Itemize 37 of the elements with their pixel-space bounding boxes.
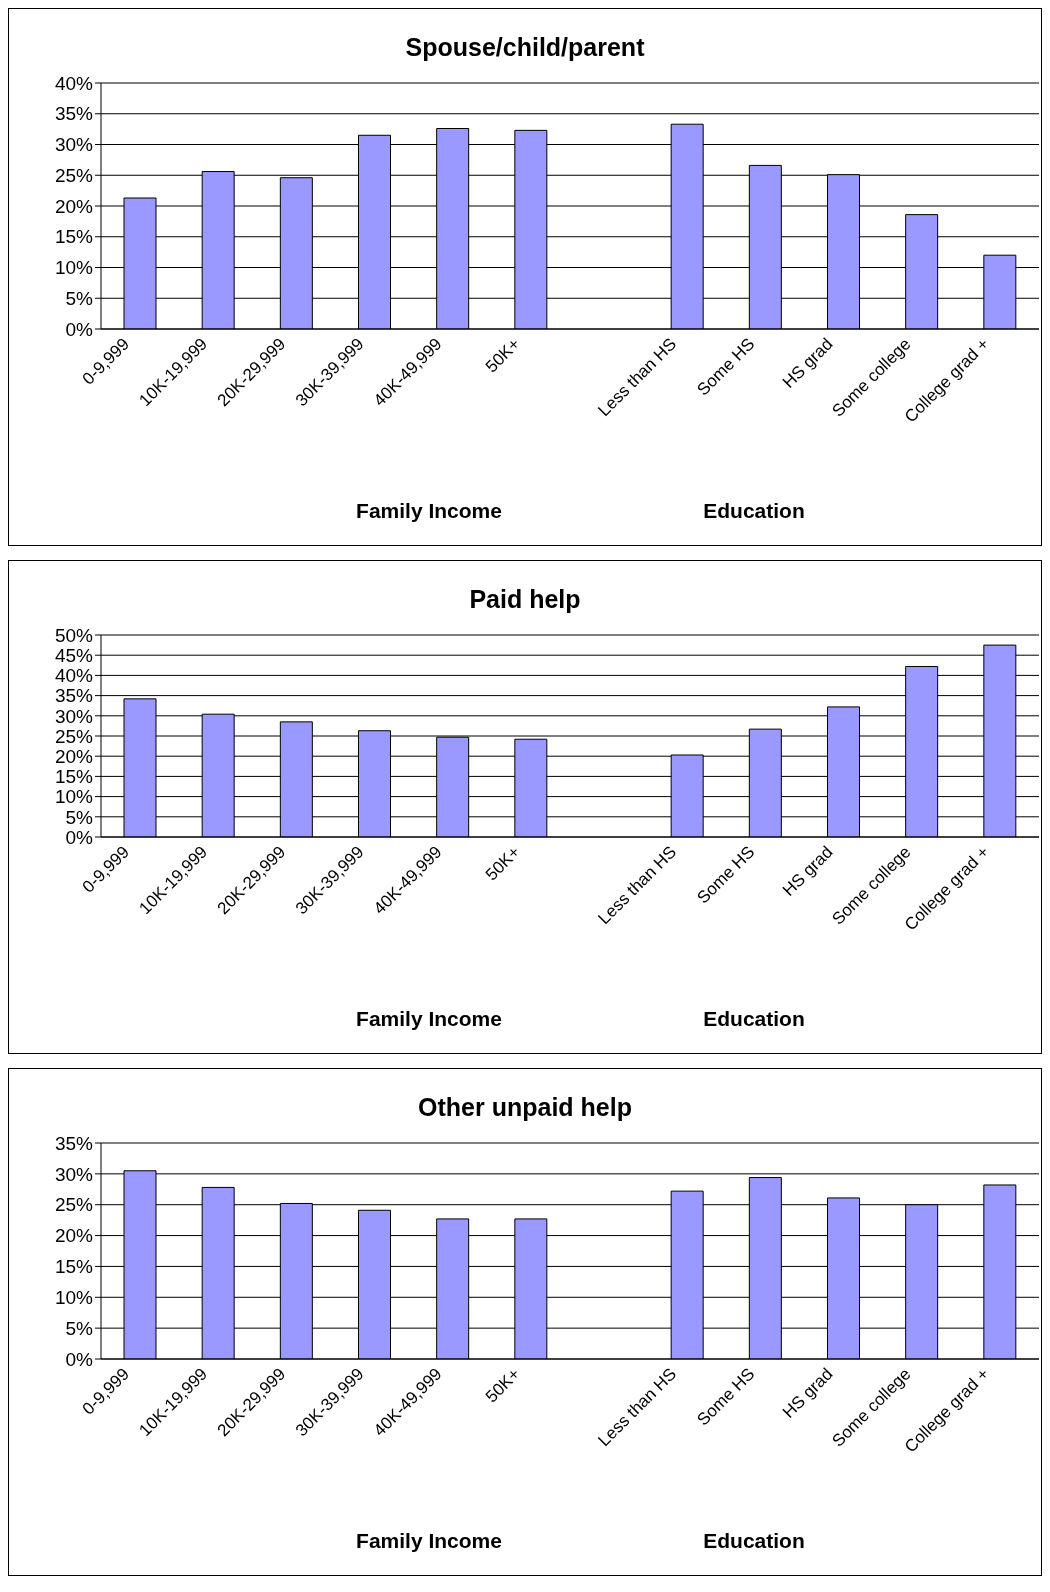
y-tick-label: 10% xyxy=(54,257,94,279)
text: Education xyxy=(703,1529,805,1553)
y-tick-label: 30% xyxy=(54,705,94,727)
y-tick-label: 15% xyxy=(54,766,94,788)
y-tick-label: 25% xyxy=(54,1194,94,1216)
y-tick-label: 25% xyxy=(54,725,94,747)
y-tick-label: 15% xyxy=(54,226,94,248)
y-tick-label: 20% xyxy=(54,195,94,217)
chart-title: Paid help xyxy=(468,585,582,615)
y-tick-label: 40% xyxy=(54,665,94,687)
y-tick-label: 50% xyxy=(54,624,94,646)
y-tick-label: 10% xyxy=(54,1287,94,1309)
y-tick-label: 20% xyxy=(54,1225,94,1247)
y-tick-label: 5% xyxy=(65,1317,94,1339)
y-tick-label: 35% xyxy=(54,1132,94,1154)
x-axis-title: Family Income xyxy=(356,1007,502,1031)
x-axis-title: Family Income xyxy=(356,499,502,523)
y-tick-label: 15% xyxy=(54,1256,94,1278)
y-tick-label: 0% xyxy=(65,1348,94,1370)
y-tick-label: 40% xyxy=(54,72,94,94)
chart-title: Spouse/child/parent xyxy=(404,33,646,63)
y-tick-label: 5% xyxy=(65,287,94,309)
y-tick-label: 5% xyxy=(65,806,94,828)
y-tick-label: 0% xyxy=(65,826,94,848)
y-tick-label: 30% xyxy=(54,1163,94,1185)
y-tick-label: 35% xyxy=(54,103,94,125)
y-tick-label: 35% xyxy=(54,685,94,707)
y-tick-label: 25% xyxy=(54,164,94,186)
y-tick-label: 30% xyxy=(54,134,94,156)
y-tick-label: 10% xyxy=(54,786,94,808)
y-tick-label: 45% xyxy=(54,644,94,666)
chart-title: Other unpaid help xyxy=(417,1093,633,1123)
text: Education xyxy=(703,499,805,523)
y-tick-label: 20% xyxy=(54,745,94,767)
text: Education xyxy=(703,1007,805,1031)
x-axis-title: Family Income xyxy=(356,1529,502,1553)
y-tick-label: 0% xyxy=(65,318,94,340)
